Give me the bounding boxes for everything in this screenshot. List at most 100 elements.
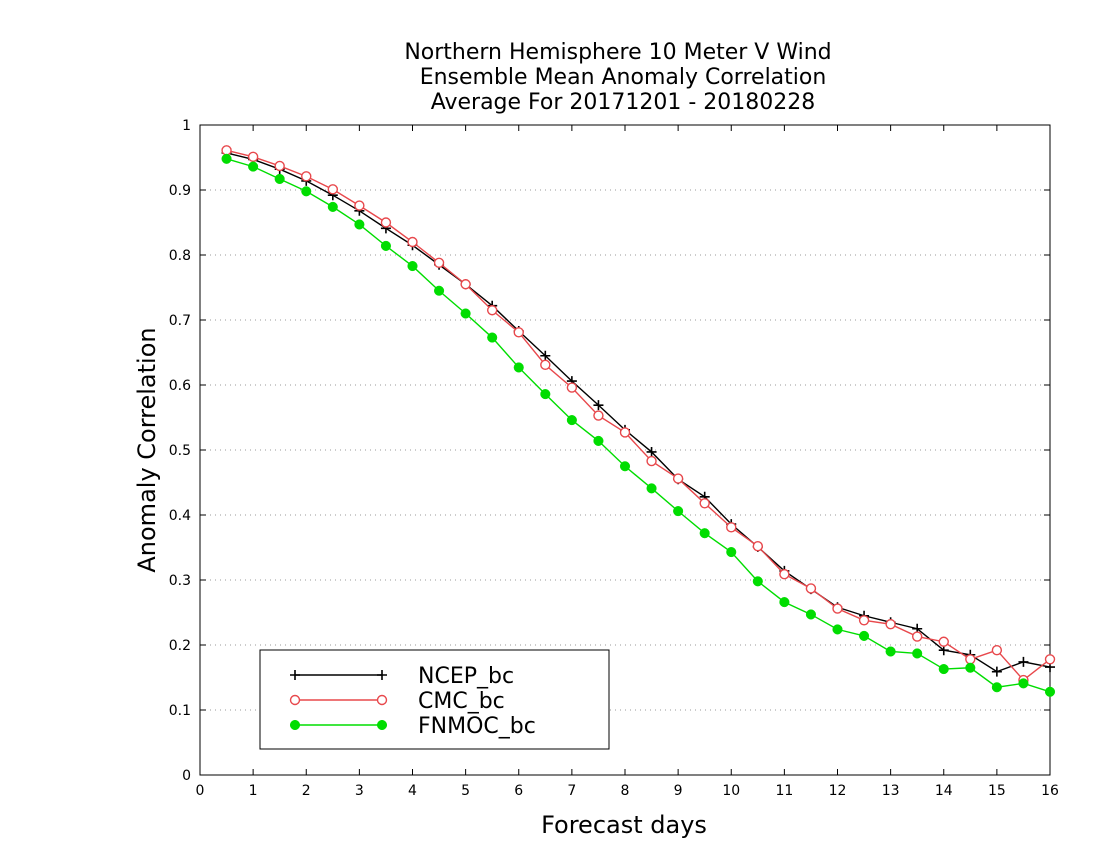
- series-layer: [221, 145, 1056, 697]
- x-tick-label: 12: [829, 783, 847, 799]
- series-line: [226, 149, 1051, 682]
- legend-label: NCEP_bc: [418, 664, 514, 689]
- chart-title-line-3: Average For 20171201 - 20180228: [431, 90, 816, 115]
- x-tick-label: 3: [355, 783, 364, 799]
- data-point-open-circle: [858, 615, 870, 626]
- x-tick-label: 5: [461, 783, 470, 799]
- data-point-filled-circle: [805, 609, 816, 620]
- series-line: [226, 152, 1051, 673]
- data-point-plus: [991, 666, 1002, 677]
- x-tick-label: 9: [674, 783, 683, 799]
- y-tick-label: 0.2: [169, 638, 191, 654]
- data-point-open-circle: [486, 305, 498, 316]
- y-tick-label: 1: [182, 118, 191, 134]
- data-point-open-circle: [301, 171, 312, 182]
- series-line: [226, 158, 1051, 693]
- x-tick-label: 11: [775, 783, 793, 799]
- data-point-filled-circle: [289, 719, 301, 731]
- data-point-filled-circle: [859, 630, 870, 641]
- data-point-filled-circle: [619, 461, 631, 472]
- data-point-open-circle: [327, 184, 339, 195]
- data-point-filled-circle: [965, 662, 976, 673]
- x-tick-label: 1: [249, 783, 258, 799]
- x-tick-label: 15: [988, 783, 1006, 799]
- x-tick-label: 0: [196, 783, 205, 799]
- data-point-plus: [377, 670, 387, 680]
- data-point-filled-circle: [832, 624, 843, 635]
- data-point-open-circle: [289, 694, 301, 706]
- data-point-filled-circle: [752, 576, 763, 587]
- data-point-filled-circle: [221, 153, 232, 164]
- data-point-filled-circle: [779, 597, 790, 608]
- x-tick-label: 4: [408, 783, 417, 799]
- y-tick-label: 0: [182, 768, 191, 784]
- y-tick-label: 0.7: [169, 313, 191, 329]
- data-point-filled-circle: [434, 285, 445, 296]
- gridlines: [200, 189, 1050, 711]
- data-point-filled-circle: [460, 308, 471, 319]
- data-point-filled-circle: [487, 332, 498, 343]
- legend-entry-0: NCEP_bc: [290, 664, 514, 689]
- data-point-plus: [290, 670, 300, 680]
- data-point-filled-circle: [248, 161, 259, 172]
- x-tick-label: 14: [935, 783, 953, 799]
- data-point-filled-circle: [726, 547, 737, 558]
- data-point-open-circle: [407, 236, 418, 248]
- data-point-filled-circle: [566, 415, 577, 426]
- x-tick-label: 7: [567, 783, 576, 799]
- data-point-open-circle: [672, 473, 684, 484]
- y-tick-label: 0.5: [169, 443, 191, 459]
- y-tick-label: 0.6: [169, 378, 191, 394]
- data-point-open-circle: [699, 498, 710, 509]
- data-point-filled-circle: [354, 219, 365, 230]
- y-tick-label: 0.9: [169, 183, 191, 199]
- data-point-filled-circle: [301, 186, 312, 197]
- data-point-open-circle: [376, 694, 388, 706]
- data-point-open-circle: [779, 568, 790, 580]
- data-point-open-circle: [380, 217, 392, 228]
- legend-entry-1: CMC_bc: [289, 689, 505, 714]
- legend-entry-2: FNMOC_bc: [289, 714, 536, 739]
- data-point-filled-circle: [327, 201, 338, 212]
- data-point-open-circle: [619, 427, 631, 438]
- y-tick-label: 0.4: [169, 508, 191, 524]
- y-tick-label: 0.8: [169, 248, 191, 264]
- data-point-open-circle: [752, 541, 764, 552]
- data-point-filled-circle: [540, 389, 551, 400]
- data-point-open-circle: [885, 619, 896, 630]
- series-0: [221, 147, 1055, 677]
- x-tick-label: 16: [1041, 783, 1059, 799]
- legend-label: FNMOC_bc: [418, 714, 536, 739]
- x-tick-label: 6: [514, 783, 523, 799]
- data-point-open-circle: [832, 603, 843, 614]
- data-point-open-circle: [433, 257, 445, 268]
- data-point-open-circle: [911, 631, 923, 642]
- y-tick-label: 0.3: [169, 573, 191, 589]
- legend-label: CMC_bc: [418, 689, 505, 714]
- data-point-filled-circle: [1018, 678, 1029, 689]
- data-point-plus: [646, 446, 657, 457]
- data-point-filled-circle: [885, 646, 896, 657]
- y-tick-label: 0.1: [169, 703, 191, 719]
- data-point-open-circle: [593, 410, 604, 421]
- data-point-open-circle: [221, 145, 232, 156]
- data-point-open-circle: [1044, 654, 1056, 665]
- data-point-filled-circle: [593, 435, 604, 446]
- data-point-open-circle: [805, 583, 817, 594]
- data-point-open-circle: [991, 645, 1003, 656]
- data-point-open-circle: [274, 160, 285, 172]
- data-point-filled-circle: [991, 682, 1002, 693]
- chart-title-line-1: Northern Hemisphere 10 Meter V Wind: [404, 40, 831, 65]
- data-point-filled-circle: [513, 362, 524, 373]
- data-point-plus: [593, 400, 604, 411]
- x-tick-label: 13: [882, 783, 900, 799]
- data-point-filled-circle: [1044, 686, 1056, 697]
- data-point-filled-circle: [938, 664, 949, 675]
- series-1: [221, 145, 1056, 686]
- data-point-open-circle: [726, 522, 737, 533]
- data-point-open-circle: [965, 654, 976, 665]
- data-point-filled-circle: [380, 240, 391, 251]
- data-point-filled-circle: [673, 506, 684, 517]
- axis-ticks: 00.10.20.30.40.50.60.70.80.910 1 2 3 4 5 6 7 8 9 1…: [169, 118, 1059, 799]
- y-axis-label: Anomaly Correlation: [133, 327, 161, 572]
